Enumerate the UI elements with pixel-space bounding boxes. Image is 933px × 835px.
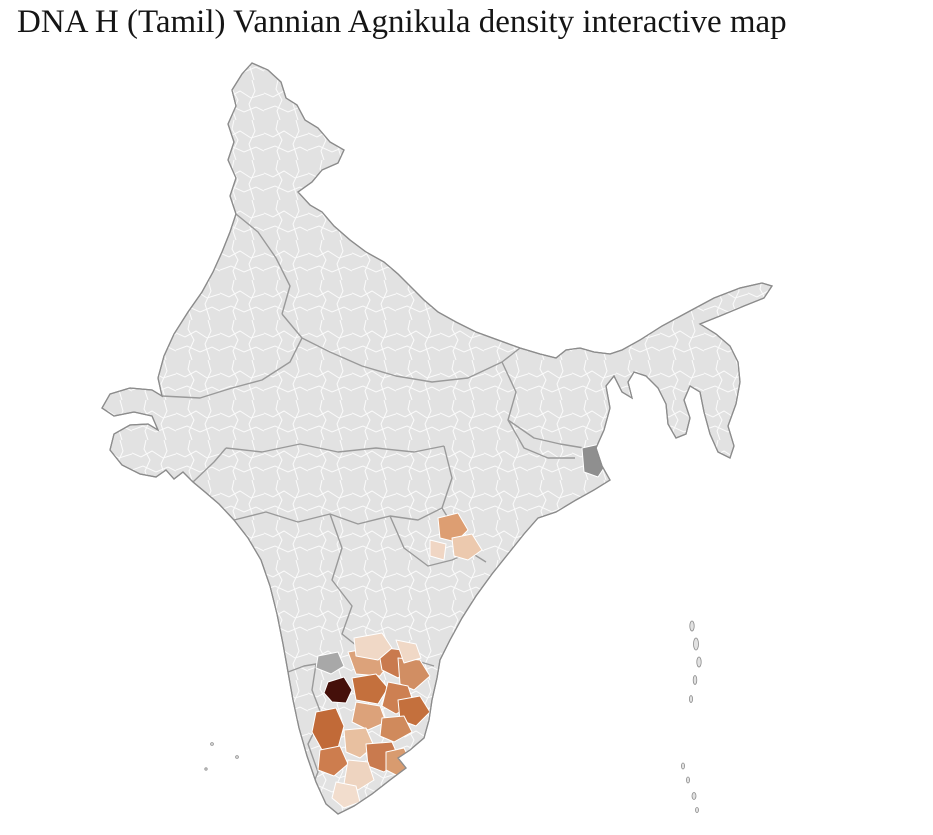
- island[interactable]: [692, 675, 698, 685]
- island[interactable]: [210, 742, 214, 746]
- district-cell[interactable]: [429, 539, 447, 561]
- district-cell[interactable]: [351, 701, 387, 731]
- andaman-nicobar-islands[interactable]: [681, 620, 702, 813]
- district-cell[interactable]: [379, 715, 413, 743]
- district-cell[interactable]: [353, 632, 393, 661]
- page-title: DNA H (Tamil) Vannian Agnikula density i…: [17, 4, 787, 40]
- district-cell[interactable]: [351, 673, 389, 705]
- district-cell[interactable]: [317, 745, 349, 777]
- lakshadweep-islands[interactable]: [204, 742, 239, 771]
- district-cell[interactable]: [331, 781, 361, 809]
- district-cell[interactable]: [451, 533, 483, 561]
- island[interactable]: [689, 695, 694, 703]
- island[interactable]: [681, 762, 686, 770]
- island[interactable]: [689, 620, 695, 632]
- district-cell-no-data[interactable]: [315, 651, 345, 675]
- island[interactable]: [686, 776, 691, 784]
- district-cell[interactable]: [385, 747, 413, 777]
- island[interactable]: [693, 637, 699, 651]
- island[interactable]: [235, 755, 239, 759]
- density-districts: [311, 443, 609, 809]
- district-cell[interactable]: [343, 759, 375, 791]
- district-boundaries-texture: [102, 63, 772, 814]
- island[interactable]: [695, 807, 699, 813]
- district-cell-highest-density[interactable]: [323, 676, 353, 704]
- district-cell[interactable]: [395, 639, 422, 664]
- island[interactable]: [204, 767, 208, 771]
- island[interactable]: [696, 656, 702, 668]
- island[interactable]: [691, 792, 697, 800]
